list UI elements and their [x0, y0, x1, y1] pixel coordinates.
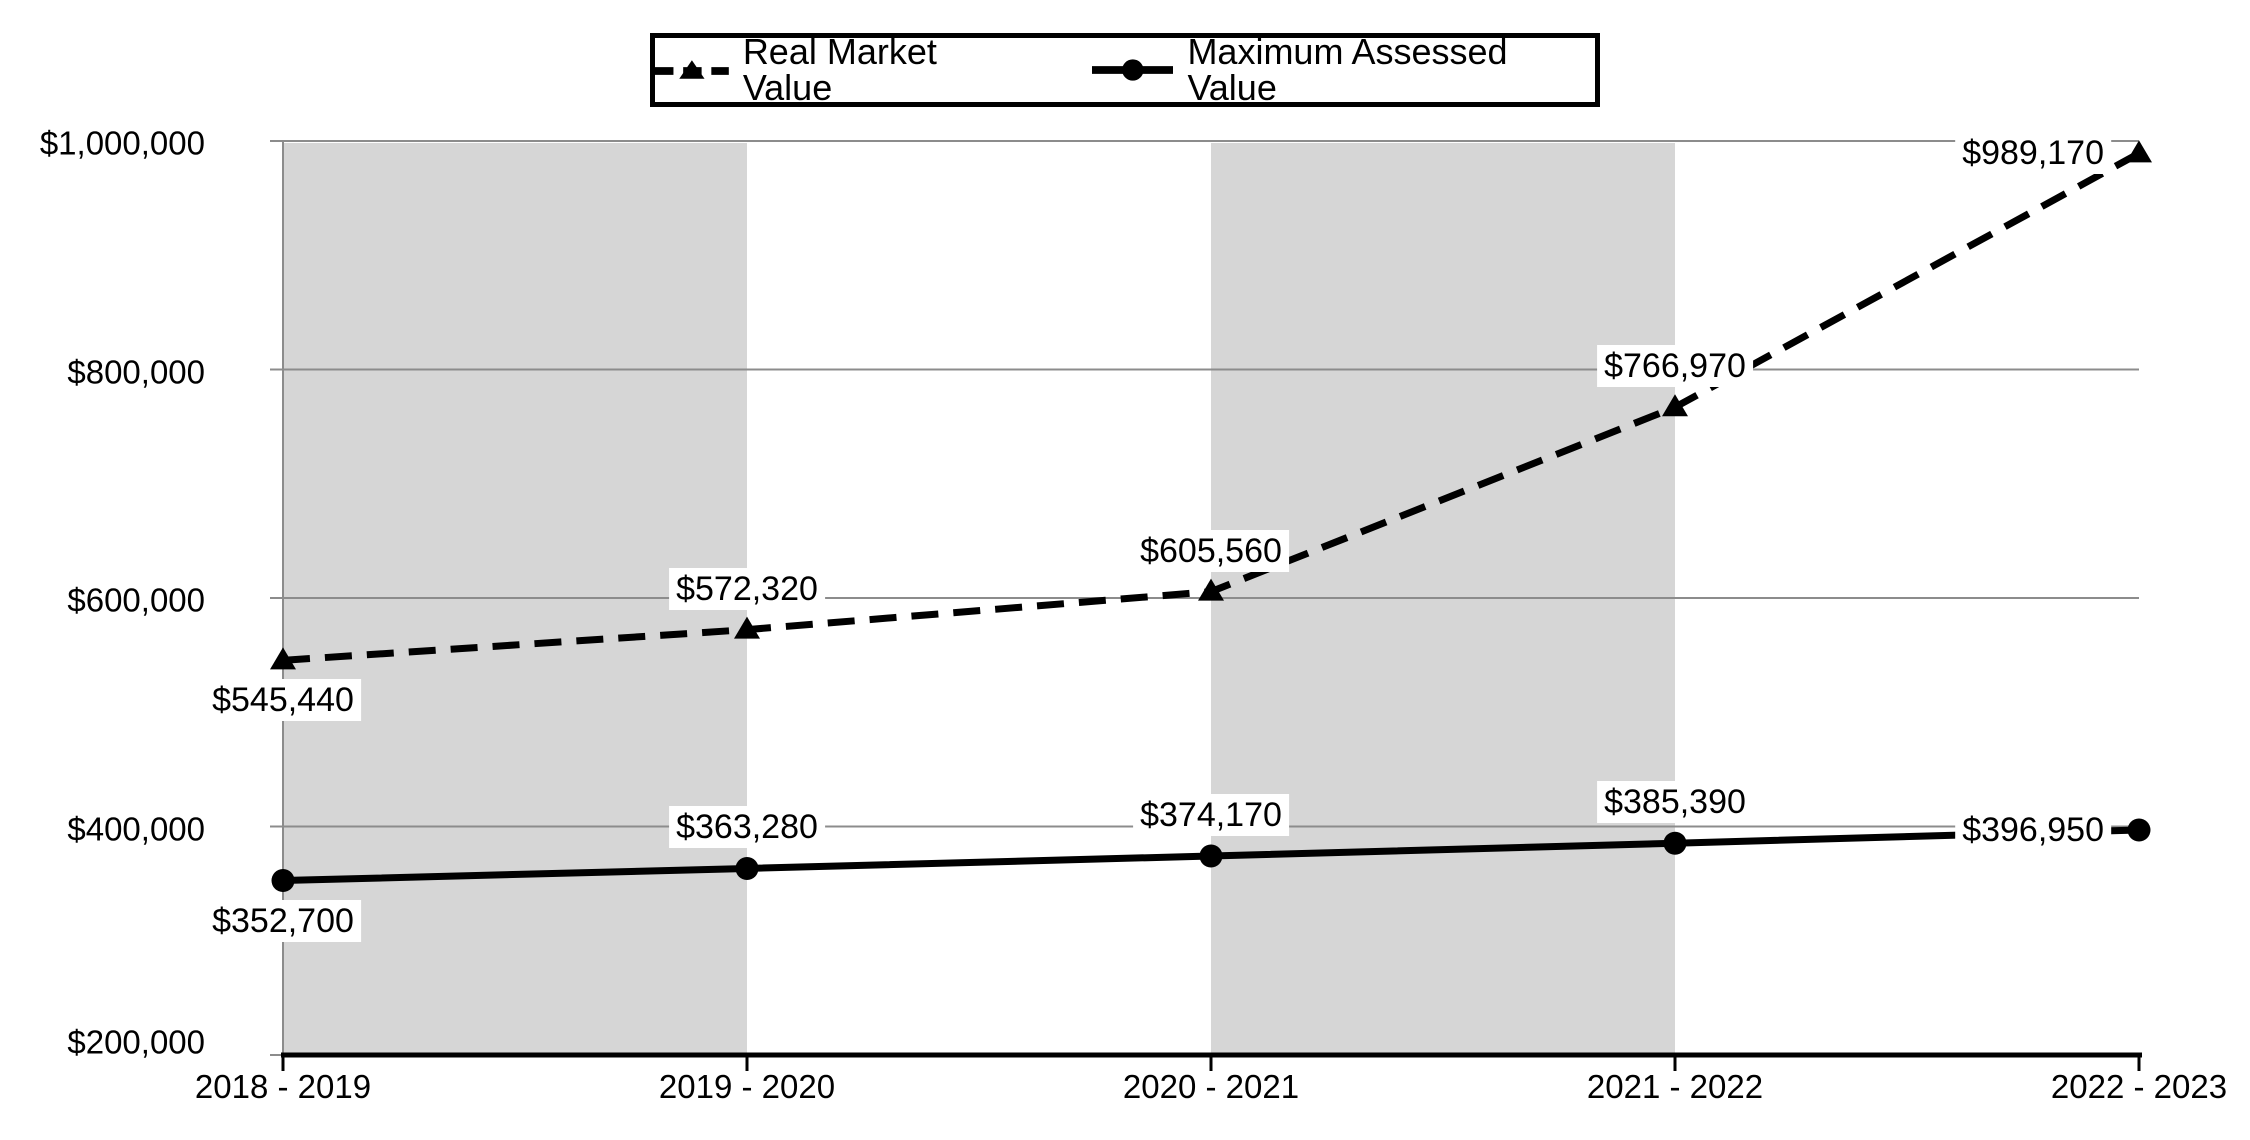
legend-item-real-market-value: Real Market Value [655, 34, 1028, 106]
marker-triangle-real-market-value [1198, 578, 1224, 601]
y-tick-label: $600,000 [67, 581, 205, 619]
data-label-maximum-assessed-value: $385,390 [1597, 781, 1753, 824]
legend-label-real-market-value: Real Market Value [742, 31, 937, 108]
marker-triangle-real-market-value [734, 616, 760, 639]
y-tick-label: $200,000 [67, 1023, 205, 1061]
y-tick-label: $800,000 [67, 353, 205, 390]
dashed-line-triangle-icon [655, 60, 729, 79]
marker-triangle-real-market-value [2126, 140, 2152, 163]
data-label-maximum-assessed-value: $352,700 [205, 899, 361, 942]
data-label-maximum-assessed-value: $396,950 [1955, 808, 2111, 851]
solid-line-circle-icon [1091, 59, 1174, 81]
y-tick-label: $1,000,000 [39, 124, 205, 162]
marker-triangle-real-market-value [270, 647, 296, 670]
data-label-maximum-assessed-value: $374,170 [1133, 794, 1289, 836]
marker-circle-maximum-assessed-value [735, 856, 759, 880]
y-tick-label: $400,000 [67, 810, 205, 847]
data-label-real-market-value: $572,320 [669, 567, 825, 610]
legend-label-maximum-assessed-value: Maximum Assessed Value [1187, 31, 1508, 108]
x-tick-label: 2022 - 2023 [2050, 1068, 2228, 1105]
x-tick-label: 2018 - 2019 [194, 1068, 372, 1105]
data-label-real-market-value: $545,440 [205, 679, 361, 722]
data-label-real-market-value: $766,970 [1597, 345, 1753, 388]
data-label-real-market-value: $605,560 [1133, 529, 1289, 572]
data-label-real-market-value: $989,170 [1955, 132, 2111, 175]
marker-circle-maximum-assessed-value [1663, 831, 1687, 855]
marker-circle-maximum-assessed-value [2127, 818, 2151, 842]
marker-triangle-real-market-value [1662, 394, 1688, 417]
data-label-maximum-assessed-value: $363,280 [669, 806, 825, 849]
marker-circle-maximum-assessed-value [271, 869, 295, 893]
legend: Real Market Value Maximum Assessed Value [650, 33, 1600, 107]
x-tick-label: 2020 - 2021 [1122, 1068, 1300, 1105]
x-tick-label: 2021 - 2022 [1586, 1068, 1764, 1105]
legend-item-maximum-assessed-value: Maximum Assessed Value [1091, 31, 1595, 108]
x-tick-label: 2019 - 2020 [658, 1068, 836, 1105]
marker-circle-maximum-assessed-value [1199, 844, 1223, 868]
